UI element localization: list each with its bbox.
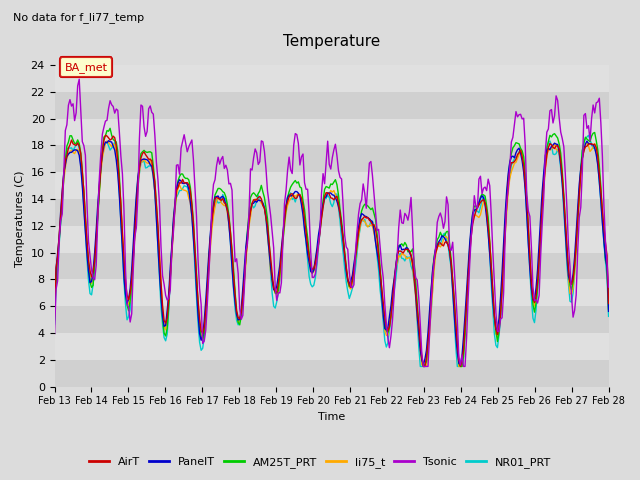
Text: No data for f_li77_temp: No data for f_li77_temp xyxy=(13,12,144,23)
Bar xyxy=(54,199,609,226)
Bar xyxy=(54,65,609,92)
Bar xyxy=(54,333,609,360)
Title: Temperature: Temperature xyxy=(283,34,380,49)
Bar xyxy=(54,279,609,306)
Bar xyxy=(54,306,609,333)
X-axis label: Time: Time xyxy=(318,412,345,422)
Bar xyxy=(54,360,609,386)
Bar xyxy=(54,92,609,119)
Bar xyxy=(54,226,609,252)
Bar xyxy=(54,119,609,145)
Bar xyxy=(54,145,609,172)
Legend: BA_met: BA_met xyxy=(60,57,112,77)
Bar xyxy=(54,172,609,199)
Legend: AirT, PanelT, AM25T_PRT, li75_t, Tsonic, NR01_PRT: AirT, PanelT, AM25T_PRT, li75_t, Tsonic,… xyxy=(84,452,556,472)
Y-axis label: Temperatures (C): Temperatures (C) xyxy=(15,171,25,267)
Bar xyxy=(54,252,609,279)
